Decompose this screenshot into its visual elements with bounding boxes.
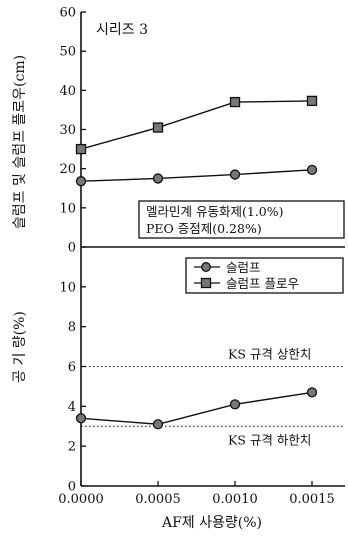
lower-y-tick-label: 0 (68, 480, 76, 495)
series-layer (75, 95, 318, 430)
annotation-line-1: 멜라민계 유동화제(1.0%) (146, 204, 283, 219)
annotation-line-2: PEO 증점제(0.28%) (146, 221, 262, 236)
reference-lines: KS 규격 상한치 KS 규격 하한치 (81, 347, 345, 447)
upper-y-tick-label: 30 (59, 123, 76, 138)
slump-flow-series-point (306, 95, 318, 107)
lower-y-tick-label: 8 (68, 320, 76, 335)
slump-flow-series-point (75, 143, 87, 155)
legend-square-marker (200, 277, 212, 289)
lower-y-tick-label: 2 (68, 440, 76, 455)
reference-line-label: KS 규격 하한치 (228, 432, 311, 447)
slump-series-point (229, 169, 241, 180)
annotation-box: 멜라민계 유동화제(1.0%) PEO 증점제(0.28%) (138, 200, 345, 239)
lower-y-ticks: 0 2 4 6 8 10 (59, 280, 86, 495)
legend-label-slump: 슬럼프 (226, 260, 261, 275)
air-content-series-point (229, 399, 241, 410)
slump-series-point (75, 176, 87, 187)
legend-item-slump-flow: 슬럼프 플로우 (194, 276, 299, 291)
upper-y-tick-label: 20 (59, 162, 76, 177)
lower-y-tick-label: 10 (59, 280, 76, 295)
upper-y-tick-label: 40 (59, 84, 76, 99)
x-axis-title: AF제 사용량(%) (161, 515, 262, 531)
upper-y-tick-label: 0 (68, 241, 76, 256)
slump-flow-series-line (80, 100, 313, 150)
slump-series-line (80, 169, 313, 182)
air-content-series-line (80, 391, 313, 425)
upper-y-tick-label: 60 (59, 6, 76, 21)
x-tick-label: 0.0010 (212, 492, 258, 507)
lower-y-tick-label: 6 (68, 360, 76, 375)
legend-label-slump-flow: 슬럼프 플로우 (226, 276, 299, 291)
x-tick-label: 0.0005 (135, 492, 181, 507)
lower-y-tick-label: 4 (68, 400, 76, 415)
x-tick-label: 0.0000 (58, 492, 104, 507)
series-label: 시리즈 3 (96, 22, 148, 38)
slump-series-point (306, 164, 318, 175)
slump-series-point (152, 173, 164, 184)
legend-circle-marker (201, 262, 211, 272)
air-content-series-point (75, 413, 87, 424)
slump-flow-series-point (152, 122, 164, 133)
upper-y-tick-label: 50 (59, 45, 76, 60)
air-content-series-point (306, 387, 318, 398)
reference-line-label: KS 규격 상한치 (228, 347, 311, 362)
legend: 슬럼프 슬럼프 플로우 (185, 257, 344, 294)
legend-item-slump: 슬럼프 (194, 260, 261, 275)
lower-y-axis-title: 공 기 량(%) (12, 311, 28, 383)
x-tick-label: 0.0015 (289, 492, 335, 507)
slump-flow-series-point (229, 96, 241, 108)
air-content-series-point (152, 419, 164, 430)
upper-y-axis-title: 슬럼프 및 슬럼프 플로우(cm) (12, 55, 28, 229)
upper-y-ticks: 0 10 20 30 40 50 60 (59, 6, 86, 256)
upper-y-tick-label: 10 (59, 201, 76, 216)
x-ticks: 0.0000 0.0005 0.0010 0.0015 (58, 481, 335, 507)
